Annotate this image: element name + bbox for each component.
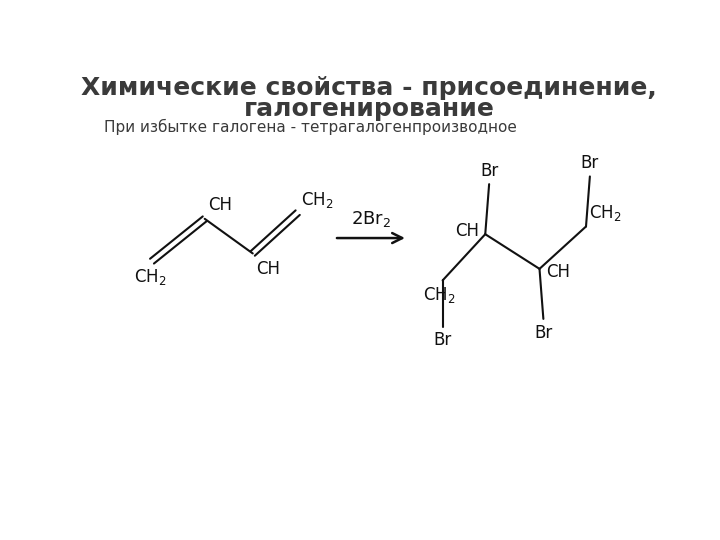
Text: Br: Br (534, 323, 552, 341)
Text: Br: Br (480, 161, 498, 179)
Text: CH$_2$: CH$_2$ (301, 190, 333, 210)
Text: Br: Br (581, 154, 599, 172)
Text: CH$_2$: CH$_2$ (423, 285, 456, 305)
Text: галогенирование: галогенирование (243, 97, 495, 121)
Text: CH: CH (455, 222, 479, 240)
Text: Br: Br (433, 331, 451, 349)
Text: 2Br$_2$: 2Br$_2$ (351, 209, 391, 229)
Text: Химические свойства - присоединение,: Химические свойства - присоединение, (81, 76, 657, 100)
Text: При избытке галогена - тетрагалогенпроизводное: При избытке галогена - тетрагалогенпроиз… (104, 119, 517, 135)
Text: CH: CH (208, 196, 232, 214)
Text: CH: CH (256, 260, 280, 278)
Text: CH: CH (546, 263, 570, 281)
Text: CH$_2$: CH$_2$ (134, 267, 167, 287)
Text: CH$_2$: CH$_2$ (589, 204, 621, 224)
